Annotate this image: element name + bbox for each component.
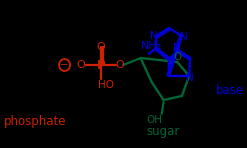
Text: N: N <box>180 32 187 42</box>
Text: HO: HO <box>99 80 114 90</box>
Text: phosphate: phosphate <box>4 115 66 128</box>
Text: N: N <box>173 43 181 53</box>
Text: OH: OH <box>146 115 162 125</box>
Text: sugar: sugar <box>147 126 180 139</box>
Text: NH₂: NH₂ <box>141 41 162 51</box>
Text: N: N <box>186 73 194 83</box>
Text: O: O <box>77 60 85 70</box>
Text: N: N <box>150 31 158 41</box>
Text: O: O <box>97 42 105 52</box>
Text: O: O <box>115 60 124 70</box>
Text: P: P <box>97 58 105 71</box>
Text: O: O <box>173 52 181 62</box>
Text: −: − <box>61 60 69 70</box>
Text: base: base <box>216 83 244 96</box>
